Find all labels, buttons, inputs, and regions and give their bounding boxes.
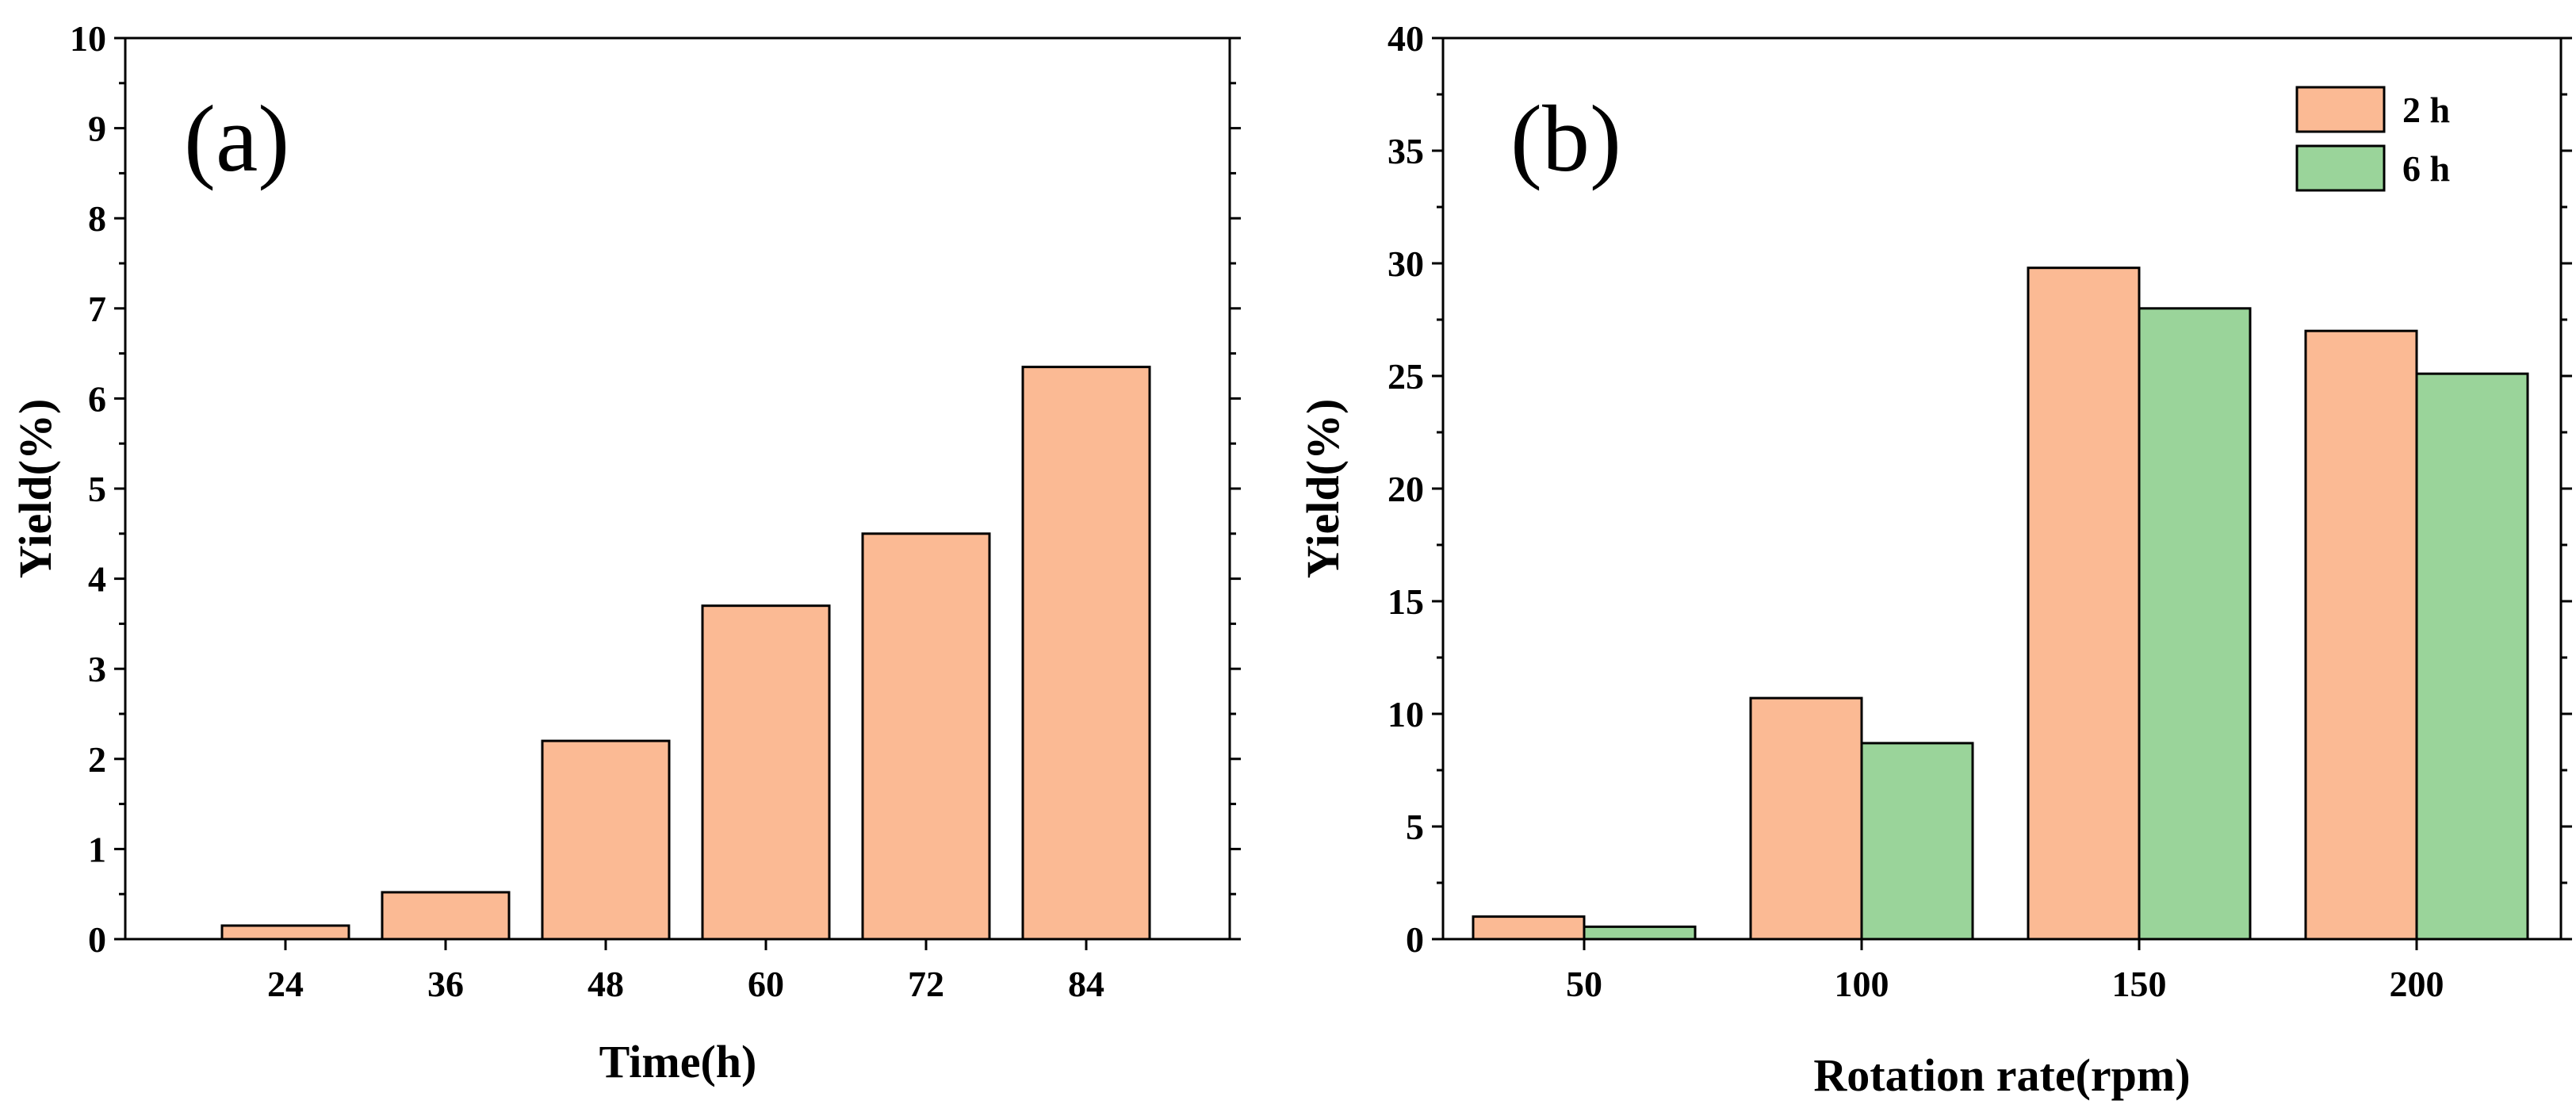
panel-a-y-tick-label: 1 (88, 829, 106, 869)
panel-b-legend: 2 h6 h (2295, 86, 2450, 192)
panel-a-y-tick-label: 3 (88, 649, 106, 689)
panel-b-y-tick-label: 5 (1406, 807, 1424, 847)
panel-b-bar-6h-200 (2415, 372, 2529, 941)
panel-b-bar-2h-150 (2027, 267, 2141, 941)
panel-a-bar-36 (381, 891, 511, 941)
panel-b-y-tick-label: 35 (1388, 131, 1424, 171)
panel-a-bar-60 (701, 604, 831, 941)
panel-a-bar-24 (220, 924, 350, 941)
panel-b-bar-2h-200 (2304, 329, 2418, 941)
panel-b-label: (b) (1510, 86, 1621, 191)
panel-a-y-tick-label: 9 (88, 109, 106, 149)
panel-b-y-tick-label: 40 (1388, 18, 1424, 59)
panel-b-y-tick-label: 15 (1388, 581, 1424, 622)
panel-b-y-axis-title: Yield(%) (1297, 399, 1349, 579)
panel-b-bar-6h-100 (1860, 742, 1974, 941)
panel-b-y-tick-label: 30 (1388, 244, 1424, 284)
panel-a-x-axis-title: Time(h) (599, 1036, 757, 1087)
panel-a-y-tick-label: 10 (70, 18, 106, 59)
panel-a-bar-72 (861, 532, 991, 941)
legend-swatch-2h (2295, 86, 2386, 133)
panel-a-x-tick-label: 72 (908, 964, 944, 1004)
panel-b-x-tick-label: 200 (2390, 964, 2444, 1004)
panel-b-bar-6h-150 (2138, 307, 2252, 941)
panel-a-label: (a) (184, 86, 289, 191)
panel-b-x-tick-label: 50 (1566, 964, 1602, 1004)
panel-b-x-tick-label: 100 (1835, 964, 1889, 1004)
panel-a-y-axis-title: Yield(%) (10, 399, 61, 579)
panel-a-x-tick-label: 60 (748, 964, 784, 1004)
panel-b-chart: 0 5 10 15 20 25 30 35 40 50 100 150 200 (b) Rotatio… (1297, 18, 2572, 1101)
panel-b-y-tick-label: 0 (1406, 919, 1424, 960)
panel-b-bar-6h-50 (1583, 925, 1697, 941)
panel-b-y-tick-label: 25 (1388, 356, 1424, 397)
panel-a-y-tick-label: 6 (88, 378, 106, 419)
panel-a-x-tick-label: 36 (427, 964, 464, 1004)
panel-a-x-tick-label: 48 (588, 964, 624, 1004)
panel-b-x-tick-label: 150 (2112, 964, 2167, 1004)
panel-a-y-tick-label: 4 (88, 559, 106, 600)
legend-label-6h: 6 h (2402, 148, 2450, 189)
panel-a-chart: 0 1 2 3 4 5 6 7 8 9 10 24 36 48 60 72 84 (a) Time(h) Yi… (10, 18, 1241, 1087)
legend-swatch-6h (2295, 144, 2386, 192)
panel-b-x-axis-title: Rotation rate(rpm) (1813, 1049, 2190, 1101)
panel-b-y-tick-label: 20 (1388, 469, 1424, 509)
panel-b-bar-2h-50 (1472, 915, 1586, 941)
panel-a-y-tick-label: 5 (88, 469, 106, 509)
panel-a-y-tick-label: 8 (88, 198, 106, 239)
legend-label-2h: 2 h (2402, 90, 2450, 130)
panel-a-y-tick-label: 7 (88, 289, 106, 329)
panel-b-bar-2h-100 (1749, 696, 1863, 941)
panel-a-bar-84 (1021, 366, 1151, 941)
panel-a-bar-48 (541, 739, 671, 941)
panel-a-x-tick-label: 24 (267, 964, 304, 1004)
panel-b-y-tick-label: 10 (1388, 694, 1424, 734)
panel-a-x-tick-label: 84 (1068, 964, 1104, 1004)
panel-a-y-tick-label: 2 (88, 739, 106, 780)
panel-a-y-tick-label: 0 (88, 919, 106, 960)
